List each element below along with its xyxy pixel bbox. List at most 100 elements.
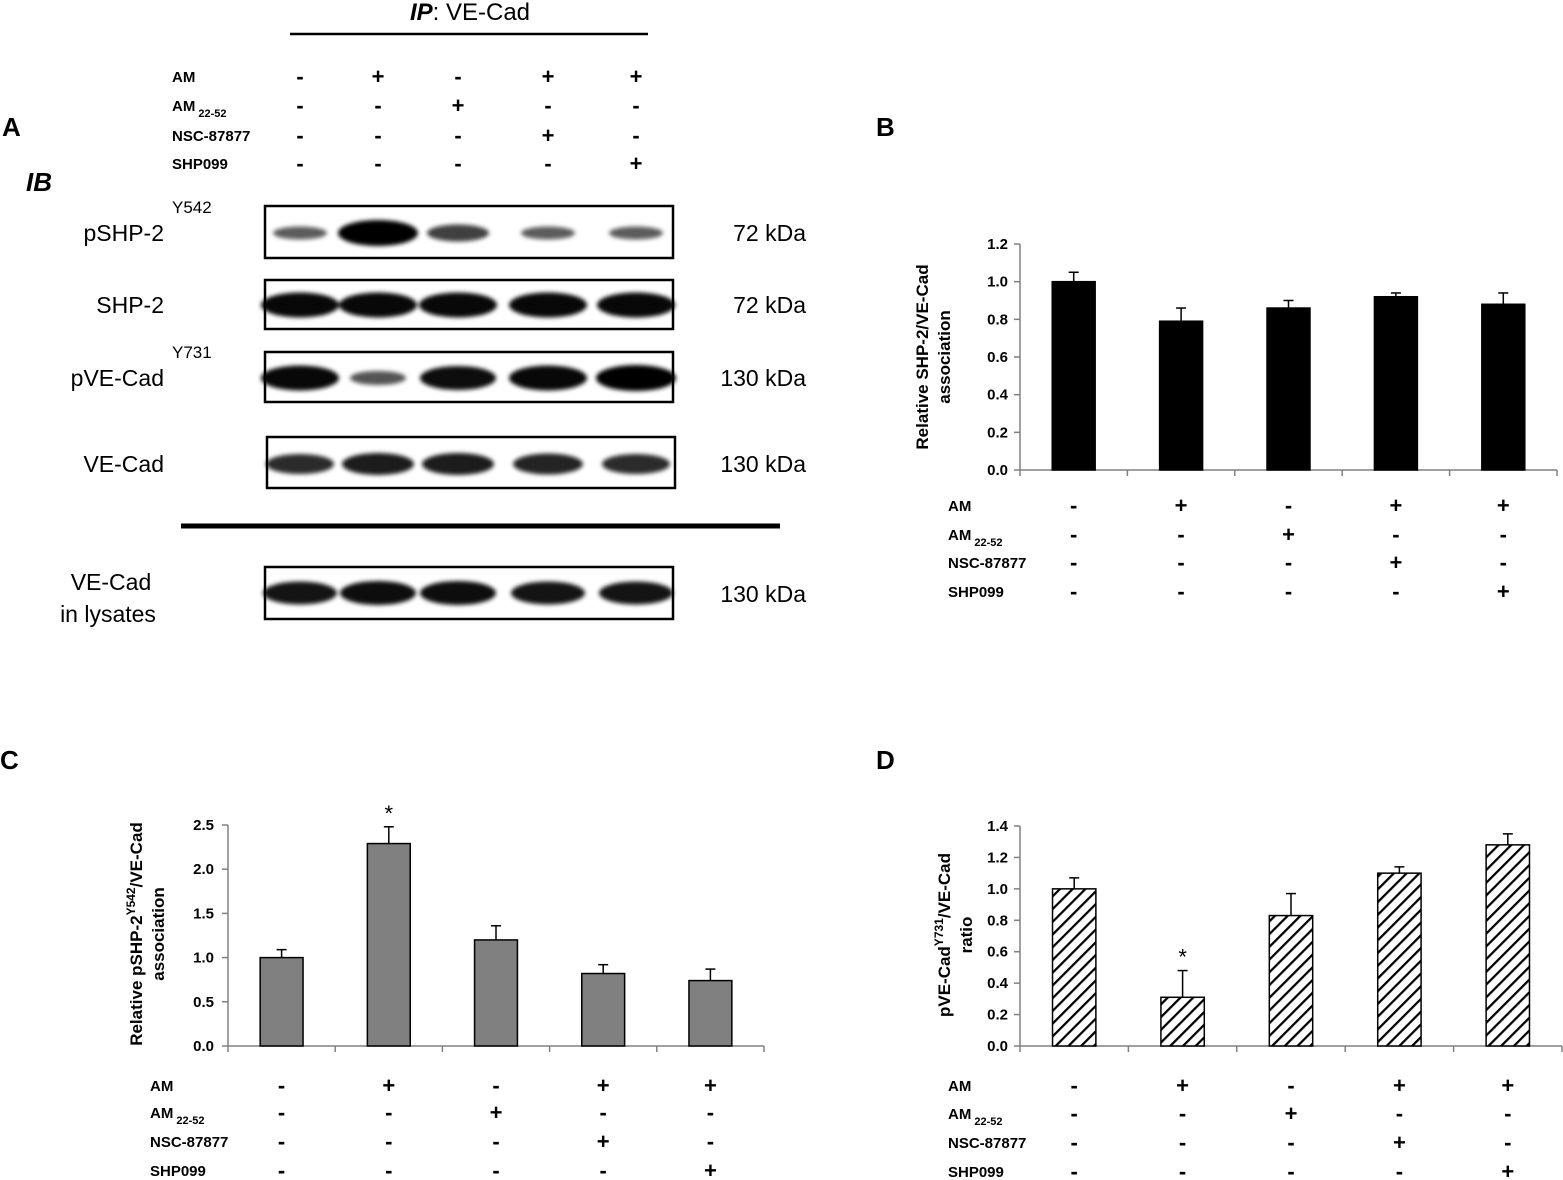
chart-panels: B 0.0 0.2 0.4 0.6 0.8 1.0 1.2 Relative SHP-2/VE-… [0, 112, 1563, 1180]
blot-label: pVE-Cad [71, 365, 164, 391]
bar [1051, 280, 1096, 471]
panel-b-condition-label-main: SHP099 [948, 584, 1004, 601]
panel-a-condition-label-main: NSC-87877 [172, 128, 250, 145]
blot-band [261, 365, 339, 391]
panel-c-condition-sign: + [597, 1073, 610, 1098]
chart-panel-c: C 0.0 0.5 1.0 1.5 2.0 2.5 * Relative pSHP-2Y542/… [0, 745, 765, 1180]
blot-kda: 130 kDa [720, 365, 806, 391]
panel-b-condition-label: AM 22-52 [948, 527, 1002, 549]
bar [259, 956, 304, 1047]
panel-letter-d: D [876, 745, 895, 775]
panel-b-condition-sign: - [1070, 522, 1077, 547]
panel-c-condition-sign: - [492, 1129, 499, 1154]
blot-frame [263, 204, 675, 260]
panel-b-condition-sign: + [1497, 493, 1510, 518]
panel-c-condition-sign: - [278, 1129, 285, 1154]
panel-c-condition-sign: + [597, 1129, 610, 1154]
blot-bands [261, 365, 676, 391]
panel-d-condition-sign: - [1396, 1159, 1403, 1180]
blot-band [509, 365, 587, 391]
panel-c-condition-label-main: NSC-87877 [150, 1134, 228, 1151]
panel-b-condition-label-main: AM [948, 498, 971, 515]
panel-c-condition-sign: + [490, 1100, 503, 1125]
panel-a-condition-sign: - [632, 93, 639, 118]
panel-d-condition-label-main: SHP099 [948, 1164, 1004, 1180]
blot-band [342, 453, 414, 475]
blot-band [339, 292, 417, 318]
panel-c-condition-label: SHP099 [150, 1163, 206, 1180]
panel-a-condition-sign: - [544, 93, 551, 118]
panel-c-condition-sign: - [385, 1100, 392, 1125]
panel-c-condition-label: NSC-87877 [150, 1134, 228, 1151]
panel-c-condition-sign: + [704, 1073, 717, 1098]
panel-c-condition-sign: - [600, 1158, 607, 1180]
panel-a-condition-label-sub: 22-52 [198, 108, 226, 120]
y-tick-label: 1.0 [987, 274, 1008, 291]
ip-label-bold: IP [410, 0, 434, 26]
panel-a-condition-label: NSC-87877 [172, 128, 250, 145]
y-axis-title-post: /VE-Cad [127, 822, 146, 887]
blot-1 [261, 278, 675, 331]
panel-d-condition-label: SHP099 [948, 1164, 1004, 1180]
panel-a-condition-sign: - [632, 123, 639, 148]
blot-label: pSHP-2 [83, 220, 164, 246]
bar [1485, 844, 1531, 1047]
significance-asterisk: * [385, 801, 394, 826]
bar [1268, 914, 1314, 1047]
blot-band [338, 220, 418, 246]
y-tick-label: 0.6 [987, 349, 1008, 366]
blot-frame [263, 278, 675, 331]
blot-bands [263, 581, 673, 605]
panel-b-condition-label: NSC-87877 [948, 555, 1026, 572]
blot-band [596, 365, 676, 391]
panel-c-condition-label-main: AM [150, 1105, 173, 1122]
blot-band [521, 226, 575, 240]
panel-a-condition-sign: - [374, 93, 381, 118]
panel-d-condition-sign: - [1287, 1073, 1294, 1098]
panel-d-condition-sign: - [1504, 1130, 1511, 1155]
panel-b-condition-sign: + [1389, 550, 1402, 575]
y-tick-label: 0.0 [193, 1038, 214, 1055]
panel-a-condition-label-main: AM [172, 69, 195, 86]
lysate-kda: 130 kDa [720, 581, 806, 607]
y-axis-title-line2: ratio [957, 917, 976, 954]
panel-a-condition-sign: - [296, 93, 303, 118]
chart-panel-b: B 0.0 0.2 0.4 0.6 0.8 1.0 1.2 Relative SHP-2/VE-… [876, 112, 1558, 604]
blot-label: SHP-2 [96, 292, 164, 318]
panel-b-condition-sign: - [1070, 579, 1077, 604]
ib-label: IB [26, 167, 52, 197]
panel-a-condition-sign: - [374, 123, 381, 148]
panel-b-condition-sign: - [1177, 579, 1184, 604]
blot-kda: 130 kDa [720, 451, 806, 477]
panel-c-condition-sign: - [492, 1073, 499, 1098]
panel-a-condition-sign: - [454, 64, 461, 89]
panel-d-condition-sign: - [1071, 1159, 1078, 1180]
panel-a-condition-sign: + [452, 93, 465, 118]
panel-letter-c: C [0, 745, 19, 775]
blot-band [602, 454, 670, 474]
panel-d-condition-sign: + [1285, 1101, 1298, 1126]
lysate-label-line1: VE-Cad [71, 569, 152, 595]
panel-c-condition-sign: + [382, 1073, 395, 1098]
panel-a-condition-sign: + [542, 123, 555, 148]
blot-3 [265, 435, 677, 490]
panel-b-condition-sign: + [1389, 493, 1402, 518]
y-tick-label: 0.0 [987, 462, 1008, 479]
blot-band [263, 581, 337, 605]
y-axis-title-line1: Relative pSHP-2Y542/VE-Cad [124, 822, 146, 1046]
panel-b-condition-sign: - [1177, 550, 1184, 575]
panel-a-condition-label: AM 22-52 [172, 98, 226, 120]
blot-label-sup: Y542 [172, 198, 212, 217]
ip-label-rest: : VE-Cad [433, 0, 530, 26]
bar [1160, 996, 1206, 1047]
panel-c-condition-label-main: AM [150, 1078, 173, 1095]
panel-d-condition-label: NSC-87877 [948, 1135, 1026, 1152]
panel-d-condition-label: AM 22-52 [948, 1106, 1002, 1128]
chart-panel-d: D 0.0 0.2 0.4 0.6 0.8 1.0 1.2 1.4 * pVE-CadY731/VE… [876, 745, 1563, 1180]
panel-d-condition-sign: - [1071, 1073, 1078, 1098]
blot-bands [273, 220, 663, 246]
panel-c-condition-label: AM 22-52 [150, 1105, 204, 1127]
panel-b-condition-sign: - [1285, 493, 1292, 518]
blot-band [340, 581, 416, 605]
